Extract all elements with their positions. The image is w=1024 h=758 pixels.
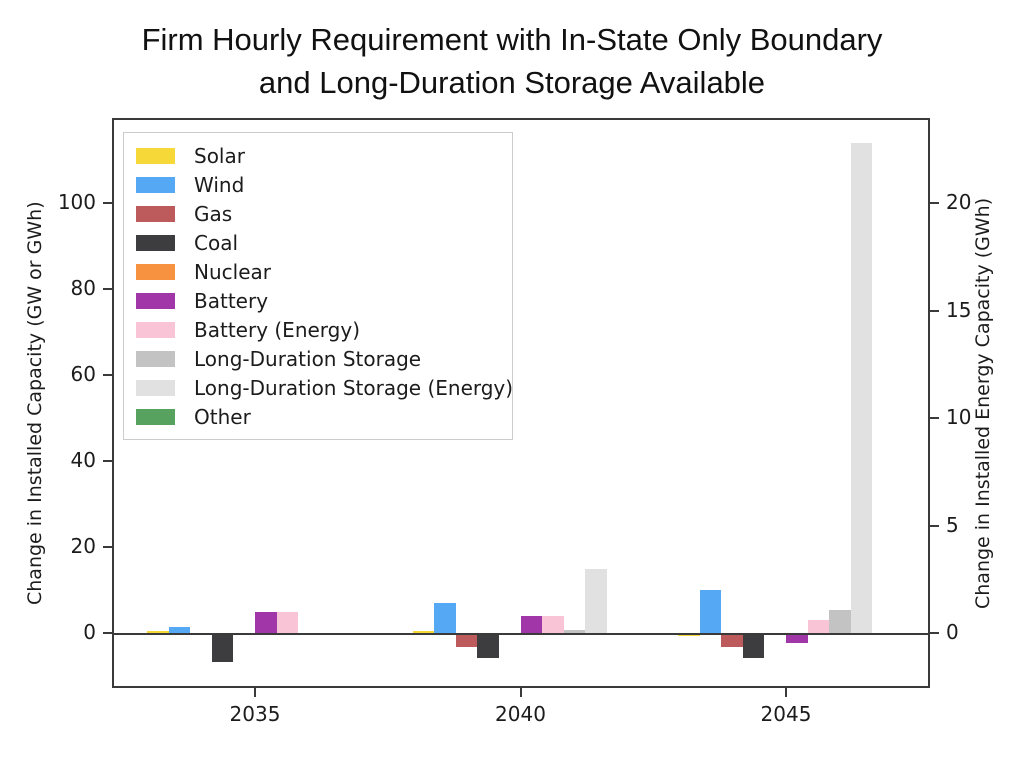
bar-long-duration-storage-2045 bbox=[829, 609, 851, 633]
chart-title-line1: Firm Hourly Requirement with In-State On… bbox=[141, 22, 883, 57]
bar-solar-2045 bbox=[678, 634, 700, 637]
left-y-tick-label: 100 bbox=[57, 190, 96, 214]
left-y-tick-label: 60 bbox=[70, 362, 96, 386]
bar-wind-2045 bbox=[699, 590, 722, 633]
legend-swatch bbox=[136, 147, 175, 164]
left-y-tick-mark bbox=[103, 460, 112, 462]
bar-coal-2040 bbox=[477, 634, 499, 658]
legend-label: Wind bbox=[194, 172, 245, 197]
bar-solar-2040 bbox=[412, 630, 435, 633]
bar-long-duration-storage-2040 bbox=[563, 629, 586, 633]
legend-swatch bbox=[136, 176, 175, 193]
right-y-tick-mark bbox=[930, 417, 939, 419]
legend-label: Long-Duration Storage (Energy) bbox=[194, 375, 514, 400]
x-axis-tick-label: 2045 bbox=[760, 702, 812, 726]
left-y-tick-mark bbox=[103, 288, 112, 290]
bar-wind-2035 bbox=[168, 626, 191, 633]
legend-item: Wind bbox=[136, 170, 502, 199]
right-y-tick-mark bbox=[930, 309, 939, 312]
legend-label: Gas bbox=[194, 201, 233, 226]
legend-label: Solar bbox=[194, 143, 245, 168]
bar-coal-2035 bbox=[211, 634, 234, 662]
right-y-tick-label: 10 bbox=[946, 405, 972, 429]
right-y-tick-label: 20 bbox=[946, 190, 972, 214]
legend-item: Long-Duration Storage (Energy) bbox=[136, 373, 513, 402]
legend-label: Battery (Energy) bbox=[194, 317, 361, 342]
legend-item: Nuclear bbox=[136, 257, 502, 286]
legend-item: Long-Duration Storage bbox=[136, 344, 502, 373]
bar-wind-2040 bbox=[434, 602, 456, 633]
x-tick-mark bbox=[519, 688, 522, 697]
x-tick-mark bbox=[254, 688, 256, 697]
left-y-tick-label: 80 bbox=[70, 276, 96, 300]
legend-swatch bbox=[136, 292, 175, 309]
legend-swatch bbox=[136, 263, 175, 280]
bar-battery-energy-2040 bbox=[542, 615, 564, 633]
legend-label: Other bbox=[194, 404, 251, 429]
zero-line bbox=[114, 633, 928, 635]
left-y-tick-mark bbox=[103, 546, 112, 548]
x-axis-tick-label: 2040 bbox=[495, 702, 546, 726]
right-y-tick-mark bbox=[930, 632, 939, 634]
bar-battery-energy-2045 bbox=[807, 620, 830, 633]
legend-label: Long-Duration Storage bbox=[194, 346, 422, 371]
right-y-tick-label: 5 bbox=[946, 512, 959, 537]
bar-long-duration-storage-energy-2045 bbox=[850, 142, 873, 633]
legend-label: Battery bbox=[194, 288, 269, 313]
left-y-tick-label: 20 bbox=[70, 534, 96, 558]
legend-item: Solar bbox=[136, 141, 502, 170]
plot-area: Solar Wind Gas Coal Nuclear Battery Battery (E… bbox=[58, 118, 971, 726]
legend: Solar Wind Gas Coal Nuclear Battery Battery (E… bbox=[123, 132, 513, 440]
legend-swatch bbox=[136, 408, 175, 425]
bar-gas-2040 bbox=[455, 634, 478, 647]
legend-swatch bbox=[136, 321, 175, 338]
legend-swatch bbox=[136, 205, 175, 222]
legend-label: Nuclear bbox=[194, 259, 271, 284]
right-y-tick-label: 15 bbox=[946, 297, 972, 322]
bar-solar-2035 bbox=[147, 630, 169, 633]
bar-coal-2045 bbox=[742, 634, 765, 658]
legend-item: Coal bbox=[136, 228, 502, 257]
right-y-tick-mark bbox=[930, 202, 939, 204]
bar-battery-2035 bbox=[255, 611, 277, 633]
legend-item: Battery bbox=[136, 286, 502, 315]
legend-swatch bbox=[136, 234, 175, 251]
left-y-tick-mark bbox=[103, 632, 112, 634]
legend-label: Coal bbox=[194, 230, 239, 255]
chart-title: Firm Hourly Requirement with In-State On… bbox=[0, 18, 1024, 104]
bar-battery-2045 bbox=[786, 634, 808, 643]
left-y-tick-mark bbox=[103, 202, 112, 204]
bar-gas-2045 bbox=[721, 634, 743, 647]
right-y-tick-mark bbox=[930, 524, 939, 527]
right-y-tick-label: 0 bbox=[946, 620, 959, 644]
x-axis-tick-label: 2035 bbox=[229, 702, 281, 726]
chart-title-line2: and Long-Duration Storage Available bbox=[258, 65, 766, 100]
left-y-tick-label: 40 bbox=[70, 448, 96, 472]
legend-swatch bbox=[136, 379, 175, 396]
legend-item: Battery (Energy) bbox=[136, 315, 502, 344]
left-y-tick-mark bbox=[103, 374, 112, 376]
bar-long-duration-storage-energy-2040 bbox=[585, 568, 607, 633]
x-tick-mark bbox=[785, 688, 787, 697]
bar-battery-2040 bbox=[520, 615, 543, 633]
left-y-tick-label: 0 bbox=[83, 620, 96, 644]
legend-swatch bbox=[136, 350, 175, 367]
bar-battery-energy-2035 bbox=[276, 611, 299, 633]
legend-item: Other bbox=[136, 402, 502, 431]
legend-item: Gas bbox=[136, 199, 502, 228]
